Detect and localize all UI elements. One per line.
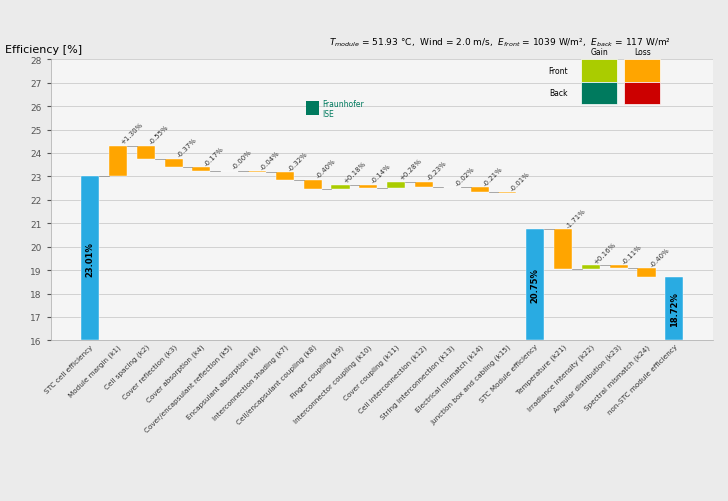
Bar	[554, 229, 572, 270]
Bar	[387, 182, 405, 189]
Text: Front: Front	[548, 67, 568, 76]
Bar	[581, 83, 617, 105]
Bar	[359, 185, 377, 189]
Bar	[638, 269, 655, 278]
Text: 18.72%: 18.72%	[670, 292, 678, 326]
Text: -0.55%: -0.55%	[148, 124, 170, 146]
Bar	[165, 159, 183, 168]
Bar	[306, 102, 320, 116]
Text: Gain: Gain	[590, 48, 608, 57]
Bar	[109, 146, 127, 177]
Text: Loss: Loss	[634, 48, 651, 57]
Bar	[624, 60, 660, 83]
Text: Fraunhofer
ISE: Fraunhofer ISE	[323, 100, 364, 119]
Bar	[609, 266, 628, 269]
Bar	[331, 185, 349, 190]
Bar	[81, 177, 99, 341]
Text: -0.21%: -0.21%	[482, 166, 504, 187]
Text: 20.75%: 20.75%	[531, 268, 539, 303]
Bar	[582, 266, 600, 270]
Text: -0.32%: -0.32%	[287, 150, 309, 172]
Text: -0.11%: -0.11%	[621, 243, 643, 265]
Bar	[276, 173, 294, 180]
Text: Back: Back	[549, 89, 568, 98]
Bar	[526, 229, 545, 341]
Text: +0.16%: +0.16%	[593, 240, 617, 265]
Text: Efficiency [%]: Efficiency [%]	[4, 45, 82, 55]
Bar	[415, 182, 433, 187]
Bar	[248, 172, 266, 173]
Text: -0.23%: -0.23%	[426, 160, 448, 181]
Bar	[665, 277, 684, 341]
Text: -0.37%: -0.37%	[175, 137, 197, 158]
Bar	[304, 180, 322, 190]
Text: +0.28%: +0.28%	[398, 157, 422, 181]
Text: -0.14%: -0.14%	[371, 163, 392, 185]
Text: +1.30%: +1.30%	[120, 121, 144, 145]
Text: -0.00%: -0.00%	[232, 149, 253, 171]
Bar	[470, 188, 488, 193]
Text: $T_{module}$ = 51.93 °C,  Wind = 2.0 m/s,  $E_{front}$ = 1039 W/m²,  $E_{back}$ : $T_{module}$ = 51.93 °C, Wind = 2.0 m/s,…	[329, 37, 671, 49]
Bar	[137, 146, 155, 159]
Text: 23.01%: 23.01%	[86, 241, 95, 276]
Bar	[192, 168, 210, 172]
Bar	[624, 83, 660, 105]
Text: -0.02%: -0.02%	[454, 165, 475, 187]
Text: -0.01%: -0.01%	[510, 170, 531, 192]
Text: -0.40%: -0.40%	[315, 158, 336, 179]
Text: -0.17%: -0.17%	[204, 145, 226, 167]
Bar	[581, 60, 617, 83]
Text: -0.04%: -0.04%	[259, 149, 281, 171]
Text: +0.18%: +0.18%	[343, 160, 367, 184]
Text: -1.71%: -1.71%	[565, 207, 587, 229]
Text: -0.40%: -0.40%	[649, 246, 670, 268]
